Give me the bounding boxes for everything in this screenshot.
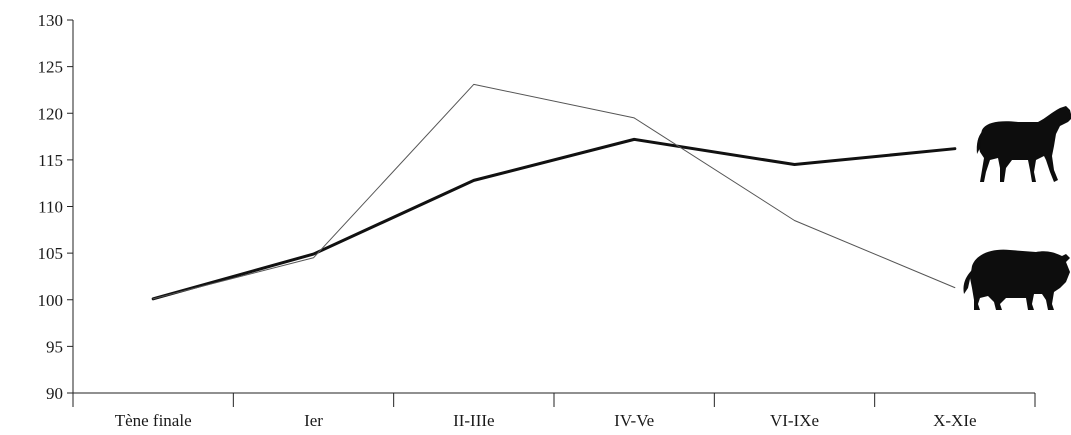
- x-tick-label: Tène finale: [115, 411, 192, 430]
- series-line-thick: [151, 137, 957, 301]
- axes: 90 95 100 105 110 115 120 125 130 Tène finale Ier…: [38, 11, 1036, 430]
- y-tick-label: 120: [38, 104, 64, 123]
- horse-silhouette-icon: [976, 106, 1071, 182]
- bull-silhouette-icon: [963, 249, 1070, 310]
- x-tick-label: X-XIe: [933, 411, 976, 430]
- y-tick-label: 100: [38, 291, 64, 310]
- y-tick-label: 110: [38, 198, 63, 217]
- y-ticks: 90 95 100 105 110 115 120 125 130: [38, 11, 73, 403]
- x-tick-label: II-IIIe: [453, 411, 495, 430]
- x-tick-label: Ier: [304, 411, 323, 430]
- y-tick-label: 115: [38, 151, 63, 170]
- series-line-thin: [152, 83, 956, 300]
- y-tick-label: 130: [38, 11, 64, 30]
- series-layer: [151, 83, 957, 301]
- y-tick-label: 90: [46, 384, 63, 403]
- x-ticks: Tène finale Ier II-IIIe IV-Ve VI-IXe X-XIe: [72, 393, 1036, 430]
- y-tick-label: 125: [38, 58, 64, 77]
- y-tick-label: 105: [38, 244, 64, 263]
- y-tick-label: 95: [46, 337, 63, 356]
- x-tick-label: VI-IXe: [770, 411, 819, 430]
- x-tick-label: IV-Ve: [614, 411, 654, 430]
